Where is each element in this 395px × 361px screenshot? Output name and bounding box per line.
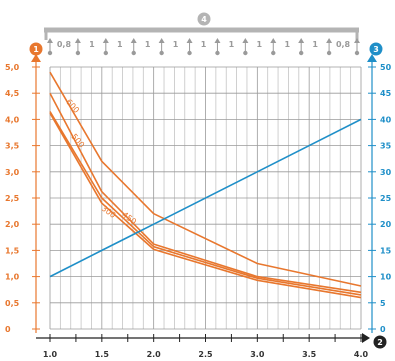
top-scale-arrow — [298, 38, 305, 43]
top-scale-post-base — [75, 50, 81, 56]
top-scale-post-base — [215, 50, 220, 56]
top-tick-label: 1 — [284, 40, 290, 49]
y-left-tick-label: 3,5 — [5, 142, 20, 151]
top-tick-label: 1 — [201, 40, 207, 49]
top-scale-post-base — [271, 50, 276, 56]
y-right-tick-label: 0 — [380, 325, 386, 334]
top-scale-post-base — [47, 50, 53, 56]
top-scale-arrow — [242, 38, 249, 43]
y-right-tick-label: 20 — [380, 220, 392, 229]
y-left-tick-label: 0,5 — [5, 299, 20, 308]
top-scale-arrow — [130, 38, 137, 43]
top-tick-label: 1 — [229, 40, 235, 49]
top-tick-label: 1 — [173, 40, 179, 49]
x-tick-label: 1.0 — [43, 350, 58, 359]
top-scale-arrow — [186, 38, 193, 43]
top-scale-arrow — [158, 38, 165, 43]
top-scale-post-base — [354, 50, 360, 56]
series-line — [49, 92, 362, 294]
top-scale-arrow — [74, 38, 81, 43]
top-scale-arrow — [47, 38, 53, 43]
y-right-tick-label: 45 — [380, 89, 392, 98]
y-right-tick-label: 50 — [380, 63, 392, 72]
top-tick-label: 1 — [257, 40, 263, 49]
top-scale-post-base — [298, 50, 304, 56]
top-tick-label: 1 — [312, 40, 318, 49]
axes — [32, 62, 376, 342]
y-left-tick-label: 3,0 — [5, 168, 20, 177]
axis-badges: 1 3 2 4 — [29, 12, 387, 349]
bottom-axis-badge-label: 2 — [377, 338, 383, 347]
top-scale-arrow — [214, 38, 221, 43]
top-scale-post-base — [187, 50, 192, 56]
y-left-tick-label: 1,5 — [5, 246, 20, 255]
right-axis-badge — [369, 42, 383, 56]
series-line — [49, 111, 362, 296]
y-right-tick-label: 25 — [380, 194, 392, 203]
top-scale-post-base — [103, 50, 109, 56]
top-scale-badge-label: 4 — [201, 15, 207, 24]
top-scale-arrow — [270, 38, 277, 43]
y-right-tick-label: 10 — [380, 273, 392, 282]
left-axis-badge — [29, 42, 43, 56]
y-right-tick-label: 5 — [380, 299, 386, 308]
bottom-axis-badge — [373, 335, 387, 349]
top-scale-arrow — [354, 38, 360, 43]
top-scale-badge — [197, 12, 211, 26]
y-right-tick-label: 35 — [380, 142, 392, 151]
top-scale-post-base — [159, 50, 164, 56]
top-tick-label: 1 — [89, 40, 95, 49]
x-tick-label: 3.5 — [302, 350, 317, 359]
x-tick-label: 3.0 — [250, 350, 265, 359]
top-scale-post-base — [326, 50, 332, 56]
y-right-tick-label: 15 — [380, 246, 392, 255]
top-scale-post-base — [243, 50, 248, 56]
x-tick-label: 2.5 — [198, 350, 213, 359]
top-tick-label: 1 — [145, 40, 151, 49]
top-scale-post-base — [131, 50, 136, 56]
y-left-tick-label: 4,5 — [5, 89, 20, 98]
y-right-tick-label: 40 — [380, 115, 392, 124]
right-axis-arrow — [367, 54, 377, 62]
left-axis-arrow — [31, 54, 41, 62]
y-left-tick-label: 0 — [5, 325, 11, 334]
tick-labels: 0 0,5 1,0 1,5 2,0 2,5 3,0 3,5 4,0 4,5 5,0 0 5 10 15 20 2… — [5, 63, 392, 359]
top-scale-arrow — [326, 38, 333, 43]
x-tick-label: 1.5 — [95, 350, 110, 359]
series-line — [49, 118, 362, 278]
left-axis-badge-label: 1 — [33, 45, 39, 54]
y-left-tick-label: 1,0 — [5, 273, 20, 282]
series-line — [49, 112, 362, 299]
y-left-tick-label: 4,0 — [5, 115, 20, 124]
y-left-tick-label: 2,5 — [5, 194, 20, 203]
y-left-tick-label: 2,0 — [5, 220, 20, 229]
x-tick-label: 4.0 — [354, 350, 369, 359]
top-tick-label: 0,8 — [57, 40, 72, 49]
series-line — [49, 71, 362, 287]
x-tick-label: 2.0 — [147, 350, 162, 359]
y-right-tick-label: 30 — [380, 168, 392, 177]
top-tick-label: 1 — [117, 40, 123, 49]
bottom-axis-arrow — [362, 333, 370, 343]
top-tick-label: 0,8 — [336, 40, 351, 49]
top-scale: 0,8 1 1 1 1 1 1 1 1 1 0,8 — [44, 27, 360, 56]
y-left-tick-label: 5,0 — [5, 63, 20, 72]
right-axis-badge-label: 3 — [373, 45, 379, 54]
top-scale-arrow — [102, 38, 109, 43]
